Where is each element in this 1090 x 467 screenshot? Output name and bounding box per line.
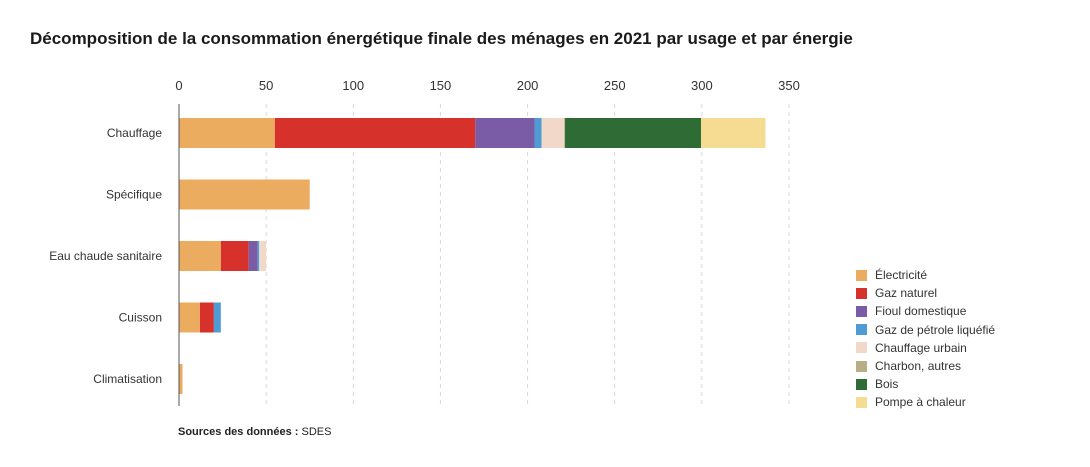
legend-label: Gaz naturel — [875, 286, 938, 301]
legend-swatch — [856, 287, 867, 299]
x-tick-label: 150 — [430, 78, 452, 93]
y-category-label: Spécifique — [106, 188, 162, 202]
x-tick-label: 100 — [342, 78, 364, 93]
legend-swatch — [856, 324, 867, 336]
x-tick-label: 350 — [778, 78, 800, 93]
x-tick-label: 200 — [517, 78, 539, 93]
bar-segment — [220, 241, 249, 271]
x-tick-label: 300 — [691, 78, 713, 93]
legend-item: Électricité — [856, 266, 995, 284]
legend-label: Pompe à chaleur — [875, 395, 966, 410]
bar-segment — [564, 118, 566, 148]
bars — [179, 118, 766, 394]
bar-segment — [257, 241, 260, 271]
legend-item: Bois — [856, 375, 995, 393]
y-category-label: Chauffage — [107, 126, 162, 140]
bar-segment — [179, 118, 275, 148]
legend-item: Chauffage urbain — [856, 339, 995, 357]
legend-label: Fioul domestique — [875, 304, 967, 319]
legend-swatch — [856, 342, 867, 354]
bar-segment — [179, 364, 183, 394]
y-category-label: Cuisson — [119, 311, 162, 325]
x-axis-ticks: 0 50 100 150 200 250 300 350 — [175, 78, 799, 93]
bar-segment — [179, 179, 310, 210]
x-tick-label: 250 — [604, 78, 626, 93]
bar-segment — [213, 302, 221, 333]
legend-item: Charbon, autres — [856, 357, 995, 375]
bar-segment — [565, 118, 701, 148]
legend-item: Fioul domestique — [856, 302, 995, 320]
legend-label: Électricité — [875, 268, 928, 283]
legend-label: Charbon, autres — [875, 359, 962, 374]
legend: Électricité Gaz naturel Fioul domestique Ga… — [856, 266, 995, 412]
legend-swatch — [856, 360, 867, 372]
legend-swatch — [856, 269, 867, 281]
source-label: Sources des données : — [178, 426, 299, 438]
legend-swatch — [856, 396, 867, 408]
chart-title: Décomposition de la consommation énergét… — [30, 29, 853, 48]
bar-segment — [700, 118, 766, 148]
legend-swatch — [856, 378, 867, 390]
legend-swatch — [856, 305, 867, 317]
bar-segment — [248, 241, 258, 271]
source-note: Sources des données : SDES — [178, 426, 331, 438]
bar-segment — [274, 118, 476, 148]
legend-label: Gaz de pétrole liquéfié — [875, 322, 996, 337]
y-category-label: Climatisation — [93, 372, 162, 386]
x-tick-label: 50 — [259, 78, 273, 93]
bar-segment — [259, 241, 267, 271]
source-value: SDES — [301, 426, 332, 438]
bar-segment — [541, 118, 565, 148]
bar-segment — [179, 241, 221, 271]
grid-lines — [265, 104, 790, 406]
bar-segment — [179, 302, 200, 333]
bar-segment — [199, 302, 214, 333]
y-axis-labels: Chauffage Spécifique Eau chaude sanitaire C… — [49, 126, 162, 386]
x-tick-label: 0 — [175, 78, 182, 93]
bar-segment — [534, 118, 542, 148]
legend-item: Gaz de pétrole liquéfié — [856, 321, 995, 339]
bar-segment — [475, 118, 535, 148]
y-category-label: Eau chaude sanitaire — [49, 249, 162, 263]
legend-label: Chauffage urbain — [875, 340, 967, 355]
legend-item: Gaz naturel — [856, 284, 995, 302]
legend-label: Bois — [875, 377, 899, 392]
legend-item: Pompe à chaleur — [856, 393, 995, 411]
